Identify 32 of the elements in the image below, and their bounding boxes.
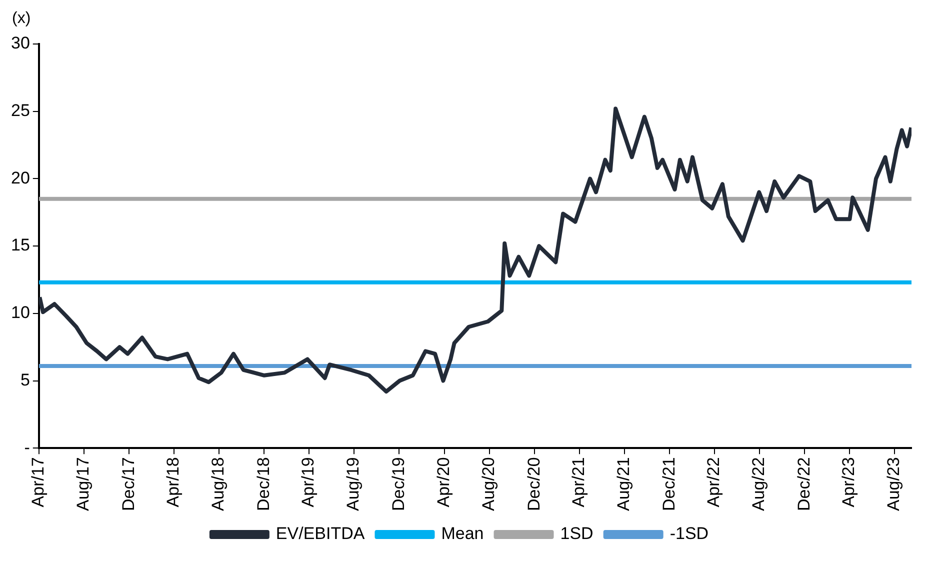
x-tick-label: Aug/18 xyxy=(208,457,228,512)
y-tick-label: - xyxy=(24,438,30,457)
legend-label: 1SD xyxy=(560,524,594,544)
y-tick-label: 25 xyxy=(10,101,30,120)
x-tick-label: Dec/21 xyxy=(659,457,678,511)
x-tick-label: Apr/22 xyxy=(704,457,724,508)
y-tick-label: 15 xyxy=(10,236,30,255)
x-tick-label: Dec/17 xyxy=(118,457,138,511)
y-tick-label: 5 xyxy=(20,370,30,390)
x-tick-label: Aug/20 xyxy=(479,457,498,512)
y-tick-label: 20 xyxy=(10,168,30,188)
x-tick-label: Dec/19 xyxy=(388,457,408,511)
x-tick-label: Apr/21 xyxy=(569,457,588,508)
x-tick-label: Aug/23 xyxy=(884,457,904,512)
x-tick-label: Apr/20 xyxy=(434,457,454,508)
x-tick-label: Aug/22 xyxy=(749,457,768,512)
x-tick-label: Apr/23 xyxy=(839,457,858,508)
y-axis-title: (x) xyxy=(12,10,31,28)
legend-label: Mean xyxy=(441,524,484,544)
y-tick-label: 30 xyxy=(10,34,30,53)
x-tick-label: Aug/17 xyxy=(74,457,93,512)
x-tick-label: Dec/22 xyxy=(794,457,814,511)
x-tick-label: Aug/19 xyxy=(344,457,363,512)
x-tick-label: Aug/21 xyxy=(614,457,634,512)
x-tick-label: Apr/19 xyxy=(298,457,318,508)
x-tick-label: Dec/18 xyxy=(254,457,273,511)
y-tick-label: 10 xyxy=(10,303,30,322)
x-tick-label: Apr/17 xyxy=(28,457,48,508)
legend-label: -1SD xyxy=(670,524,709,544)
legend-label: EV/EBITDA xyxy=(276,524,366,544)
x-tick-label: Dec/20 xyxy=(524,457,544,511)
x-tick-label: Apr/18 xyxy=(164,457,183,508)
